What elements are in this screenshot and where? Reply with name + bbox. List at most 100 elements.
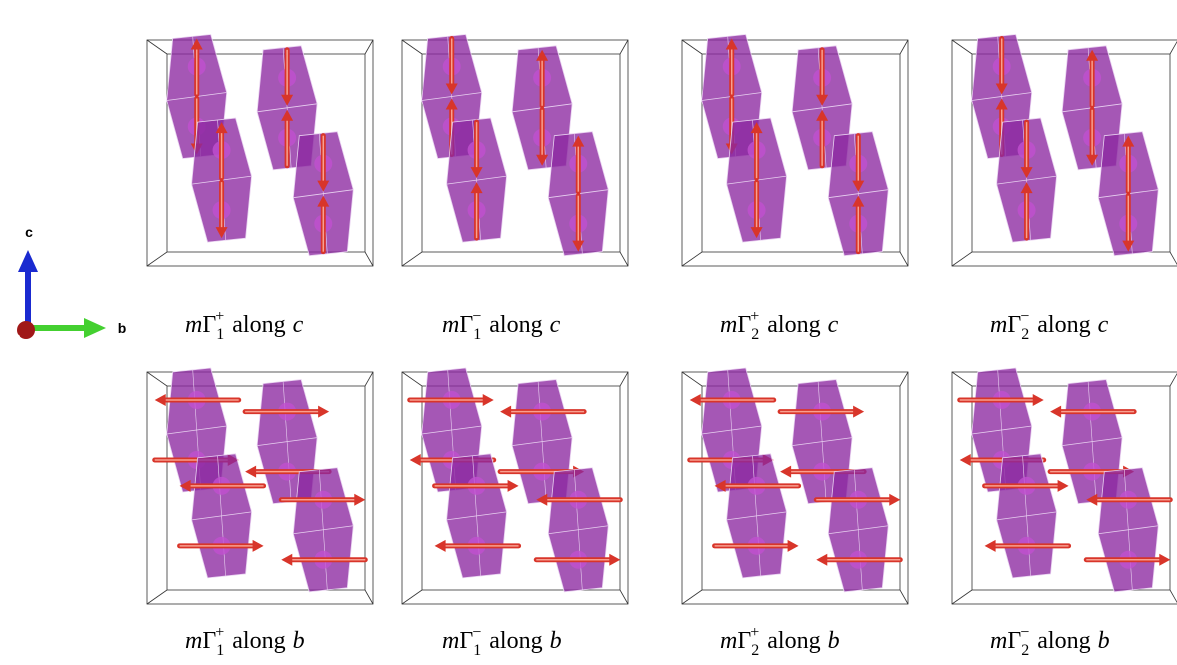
structure-panel — [682, 368, 908, 604]
cell-edge — [900, 252, 908, 266]
cell-edge — [682, 252, 702, 266]
moment-head — [253, 540, 264, 552]
direction: b — [293, 628, 305, 654]
structure-panel — [952, 368, 1177, 604]
direction: c — [828, 312, 839, 338]
moment-head — [788, 540, 799, 552]
moment-head — [281, 554, 292, 566]
cell-edge — [952, 252, 972, 266]
cell-edge — [147, 590, 167, 604]
along: along — [1037, 312, 1090, 338]
along: along — [489, 312, 542, 338]
figure: c b a mΓ1+alongcmΓ1−alongcmΓ2+alongcmΓ2−… — [0, 0, 1177, 665]
cell-edge — [682, 40, 702, 54]
superscript: + — [750, 308, 759, 325]
moment-head — [985, 540, 996, 552]
cell-edge — [365, 252, 373, 266]
superscript: + — [750, 624, 759, 641]
a-label: a — [13, 329, 21, 345]
moment-head — [1058, 480, 1069, 492]
caption: mΓ1−alongb — [442, 624, 562, 659]
subscript: 1 — [216, 642, 224, 659]
cell-edge — [620, 590, 628, 604]
superscript: − — [1020, 308, 1029, 325]
cell-edge — [402, 372, 422, 386]
moment-head — [690, 394, 701, 406]
direction: b — [828, 628, 840, 654]
cell-edge — [620, 372, 628, 386]
cell-edge — [147, 40, 167, 54]
mode: m — [720, 312, 737, 338]
b-label: b — [118, 320, 127, 336]
direction: b — [550, 628, 562, 654]
moment-head — [960, 454, 971, 466]
structure-panel — [402, 368, 628, 604]
cell-edge — [1170, 252, 1177, 266]
cell-edge — [402, 252, 422, 266]
along: along — [767, 312, 820, 338]
subscript: 1 — [216, 326, 224, 343]
caption: mΓ2+alongc — [720, 308, 839, 343]
along: along — [1037, 628, 1090, 654]
moment-head — [1159, 554, 1170, 566]
structure-panel — [147, 368, 373, 604]
cell-edge — [365, 590, 373, 604]
moment-head — [155, 394, 166, 406]
moment-head — [1033, 394, 1044, 406]
cell-edge — [1170, 40, 1177, 54]
cell-edge — [682, 590, 702, 604]
cell-edge — [952, 590, 972, 604]
superscript: + — [215, 308, 224, 325]
mode: m — [442, 312, 459, 338]
moment-head — [780, 466, 791, 478]
moment-head — [500, 406, 511, 418]
c-label: c — [25, 224, 33, 240]
along: along — [767, 628, 820, 654]
c-arrowhead — [18, 250, 38, 272]
moment-head — [435, 540, 446, 552]
along: along — [232, 628, 285, 654]
cell-edge — [952, 372, 972, 386]
cell-edge — [365, 372, 373, 386]
along: along — [489, 628, 542, 654]
subscript: 1 — [473, 642, 481, 659]
cell-edge — [402, 40, 422, 54]
moment-head — [816, 554, 827, 566]
along: along — [232, 312, 285, 338]
direction: b — [1098, 628, 1110, 654]
caption: mΓ2−alongb — [990, 624, 1110, 659]
subscript: 2 — [751, 326, 759, 343]
structure-panel — [147, 35, 373, 267]
cell-edge — [147, 372, 167, 386]
direction: c — [293, 312, 304, 338]
superscript: − — [472, 308, 481, 325]
caption: mΓ1+alongb — [185, 624, 305, 659]
mode: m — [720, 628, 737, 654]
structure-panel — [952, 35, 1177, 267]
superscript: − — [1020, 624, 1029, 641]
cell-edge — [952, 40, 972, 54]
subscript: 1 — [473, 326, 481, 343]
cell-edge — [900, 40, 908, 54]
moment-head — [354, 494, 365, 506]
subscript: 2 — [1021, 326, 1029, 343]
cell-edge — [402, 590, 422, 604]
cell-edge — [620, 40, 628, 54]
structure-panel — [682, 35, 908, 267]
moment-head — [410, 454, 421, 466]
cell-edge — [682, 372, 702, 386]
mode: m — [990, 628, 1007, 654]
mode: m — [185, 628, 202, 654]
moment-head — [318, 406, 329, 418]
mode: m — [990, 312, 1007, 338]
subscript: 2 — [751, 642, 759, 659]
moment-head — [508, 480, 519, 492]
b-arrowhead — [84, 318, 106, 338]
direction: c — [550, 312, 561, 338]
cell-edge — [1170, 372, 1177, 386]
cell-edge — [1170, 590, 1177, 604]
moment-head — [609, 554, 620, 566]
